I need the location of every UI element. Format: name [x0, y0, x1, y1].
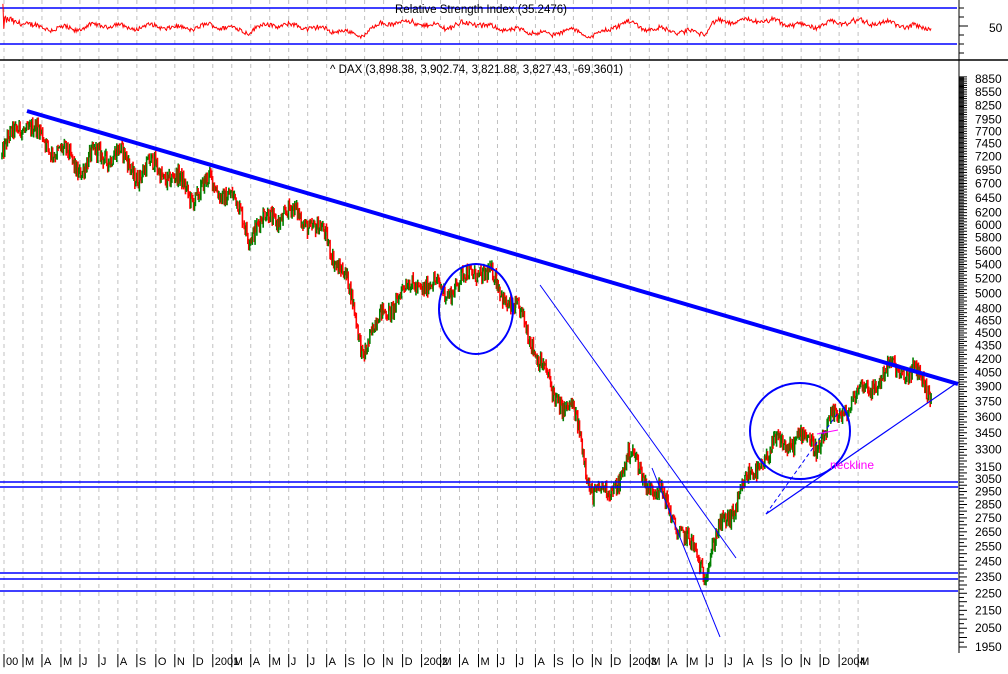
svg-text:2001: 2001 [215, 656, 239, 668]
grid-lines [3, 0, 859, 669]
svg-text:D: D [196, 656, 204, 668]
svg-text:4350: 4350 [975, 339, 1002, 353]
svg-text:2002: 2002 [424, 656, 448, 668]
svg-text:8550: 8550 [975, 85, 1002, 99]
svg-text:5800: 5800 [975, 231, 1002, 245]
svg-text:M: M [234, 656, 243, 668]
svg-text:O: O [575, 656, 584, 668]
svg-text:D: D [405, 656, 413, 668]
svg-text:3750: 3750 [975, 394, 1002, 408]
svg-text:3900: 3900 [975, 380, 1002, 394]
svg-text:2450: 2450 [975, 554, 1002, 568]
svg-text:7450: 7450 [975, 137, 1002, 151]
svg-text:3300: 3300 [975, 442, 1002, 456]
price-bars [1, 117, 932, 586]
svg-text:N: N [594, 656, 602, 668]
trendline-overlays [0, 109, 959, 638]
svg-text:N: N [386, 656, 394, 668]
svg-text:O: O [784, 656, 793, 668]
svg-text:4500: 4500 [975, 326, 1002, 340]
svg-text:J: J [291, 656, 297, 668]
svg-text:2650: 2650 [975, 525, 1002, 539]
svg-text:4800: 4800 [975, 302, 1002, 316]
svg-text:M: M [63, 656, 72, 668]
svg-text:4050: 4050 [975, 366, 1002, 380]
svg-text:M: M [272, 656, 281, 668]
svg-text:J: J [518, 656, 524, 668]
svg-text:3450: 3450 [975, 426, 1002, 440]
svg-text:J: J [82, 656, 88, 668]
svg-text:1950: 1950 [975, 640, 1002, 654]
svg-text:N: N [803, 656, 811, 668]
svg-text:S: S [556, 656, 563, 668]
svg-text:A: A [746, 656, 754, 668]
svg-text:5000: 5000 [975, 286, 1002, 300]
svg-text:D: D [822, 656, 830, 668]
svg-text:2150: 2150 [975, 603, 1002, 617]
svg-text:O: O [158, 656, 167, 668]
svg-text:A: A [329, 656, 337, 668]
svg-text:00: 00 [6, 656, 18, 668]
svg-text:M: M [25, 656, 34, 668]
svg-text:2850: 2850 [975, 497, 1002, 511]
svg-text:M: M [860, 656, 869, 668]
svg-text:8250: 8250 [975, 98, 1002, 112]
rsi-axis-50-label: 50 [989, 21, 1003, 35]
svg-text:7950: 7950 [975, 112, 1002, 126]
svg-text:S: S [765, 656, 772, 668]
price-title: ^ DAX (3,898.38, 3,902.74, 3,821.88, 3,8… [330, 64, 624, 76]
svg-text:A: A [120, 656, 128, 668]
svg-text:A: A [253, 656, 261, 668]
svg-text:4200: 4200 [975, 352, 1002, 366]
svg-text:2950: 2950 [975, 485, 1002, 499]
svg-text:2004: 2004 [841, 656, 865, 668]
svg-text:D: D [613, 656, 621, 668]
svg-text:J: J [708, 656, 714, 668]
svg-text:M: M [651, 656, 660, 668]
svg-text:7700: 7700 [975, 124, 1002, 138]
svg-text:7200: 7200 [975, 149, 1002, 163]
svg-text:6950: 6950 [975, 163, 1002, 177]
rsi-title: Relative Strength Index (35.2476) [395, 4, 567, 16]
svg-text:J: J [727, 656, 733, 668]
svg-text:2350: 2350 [975, 570, 1002, 584]
neckline-label: neckline [830, 458, 875, 472]
svg-text:6700: 6700 [975, 177, 1002, 191]
svg-text:5200: 5200 [975, 272, 1002, 286]
svg-text:2750: 2750 [975, 511, 1002, 525]
svg-text:S: S [139, 656, 146, 668]
svg-text:3600: 3600 [975, 410, 1002, 424]
svg-text:J: J [310, 656, 316, 668]
svg-text:2003: 2003 [632, 656, 656, 668]
svg-text:J: J [499, 656, 505, 668]
svg-text:2250: 2250 [975, 586, 1002, 600]
svg-text:N: N [177, 656, 185, 668]
svg-text:2050: 2050 [975, 621, 1002, 635]
svg-text:6200: 6200 [975, 206, 1002, 220]
svg-text:3150: 3150 [975, 460, 1002, 474]
svg-text:4650: 4650 [975, 314, 1002, 328]
svg-text:M: M [689, 656, 698, 668]
svg-text:A: A [462, 656, 470, 668]
rsi-panel [0, 3, 957, 45]
svg-text:M: M [481, 656, 490, 668]
svg-text:6000: 6000 [975, 218, 1002, 232]
svg-text:A: A [670, 656, 678, 668]
svg-text:M: M [443, 656, 452, 668]
svg-text:8850: 8850 [975, 72, 1002, 86]
svg-text:A: A [44, 656, 52, 668]
svg-text:5400: 5400 [975, 258, 1002, 272]
svg-text:O: O [367, 656, 376, 668]
svg-text:S: S [348, 656, 355, 668]
svg-text:J: J [101, 656, 107, 668]
svg-text:5600: 5600 [975, 244, 1002, 258]
svg-text:6450: 6450 [975, 191, 1002, 205]
svg-text:A: A [537, 656, 545, 668]
svg-text:3050: 3050 [975, 472, 1002, 486]
svg-text:2550: 2550 [975, 539, 1002, 553]
